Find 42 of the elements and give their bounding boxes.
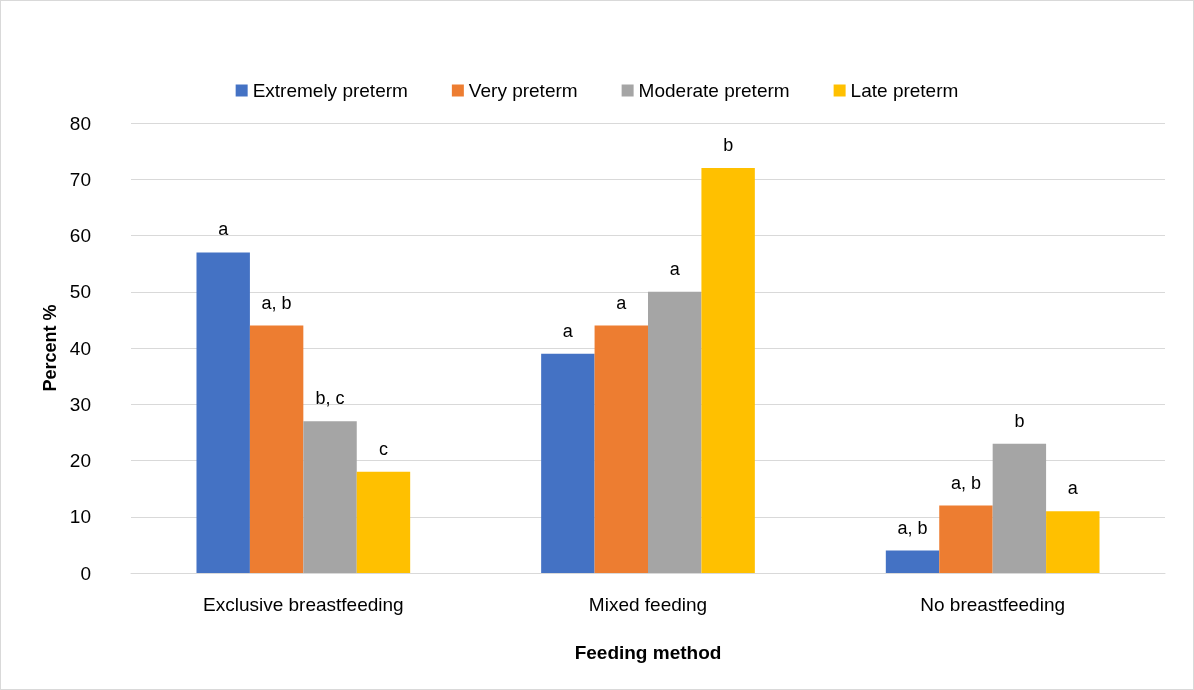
- data-label: a: [616, 292, 628, 313]
- bar: [541, 353, 595, 573]
- data-label: c: [378, 438, 388, 459]
- bar: [939, 505, 993, 573]
- bar: [992, 443, 1047, 573]
- y-tick-label: 50: [69, 281, 91, 303]
- data-label: a: [218, 219, 230, 240]
- bar: [1046, 511, 1100, 573]
- x-axis-title: Feeding method: [574, 642, 722, 663]
- legend-label: Moderate preterm: [638, 80, 790, 101]
- data-label: a: [669, 258, 681, 279]
- data-label: a: [562, 320, 574, 341]
- y-axis-title: Percent %: [39, 304, 60, 392]
- bar: [648, 291, 702, 573]
- bar: [303, 421, 357, 573]
- legend-label: Extremely preterm: [252, 80, 408, 101]
- data-label: a: [1067, 478, 1079, 499]
- bar: [885, 550, 940, 573]
- data-label: a, b: [897, 517, 928, 538]
- data-label: b: [1014, 410, 1025, 431]
- x-tick-label: No breastfeeding: [920, 594, 1066, 615]
- legend-label: Late preterm: [850, 80, 959, 101]
- y-tick-label: 60: [69, 225, 91, 246]
- bar: [594, 325, 648, 573]
- y-tick-label: 0: [80, 562, 91, 584]
- data-label: a, b: [261, 292, 292, 313]
- bar: [249, 325, 304, 573]
- y-tick-label: 70: [69, 168, 91, 190]
- y-tick-label: 30: [69, 393, 91, 415]
- bar: [356, 471, 411, 573]
- legend-label: Very preterm: [468, 80, 578, 101]
- x-tick-label: Mixed feeding: [588, 594, 708, 615]
- x-tick-label: Exclusive breastfeeding: [203, 594, 404, 615]
- bar: [196, 252, 250, 573]
- y-tick-label: 80: [69, 112, 91, 134]
- y-tick-label: 40: [69, 337, 91, 359]
- y-tick-label: 20: [69, 450, 91, 471]
- data-label: a, b: [950, 472, 981, 493]
- y-tick-label: 10: [69, 506, 91, 528]
- data-label: b: [723, 135, 734, 155]
- bar: [701, 168, 755, 573]
- data-label: b, c: [315, 388, 345, 409]
